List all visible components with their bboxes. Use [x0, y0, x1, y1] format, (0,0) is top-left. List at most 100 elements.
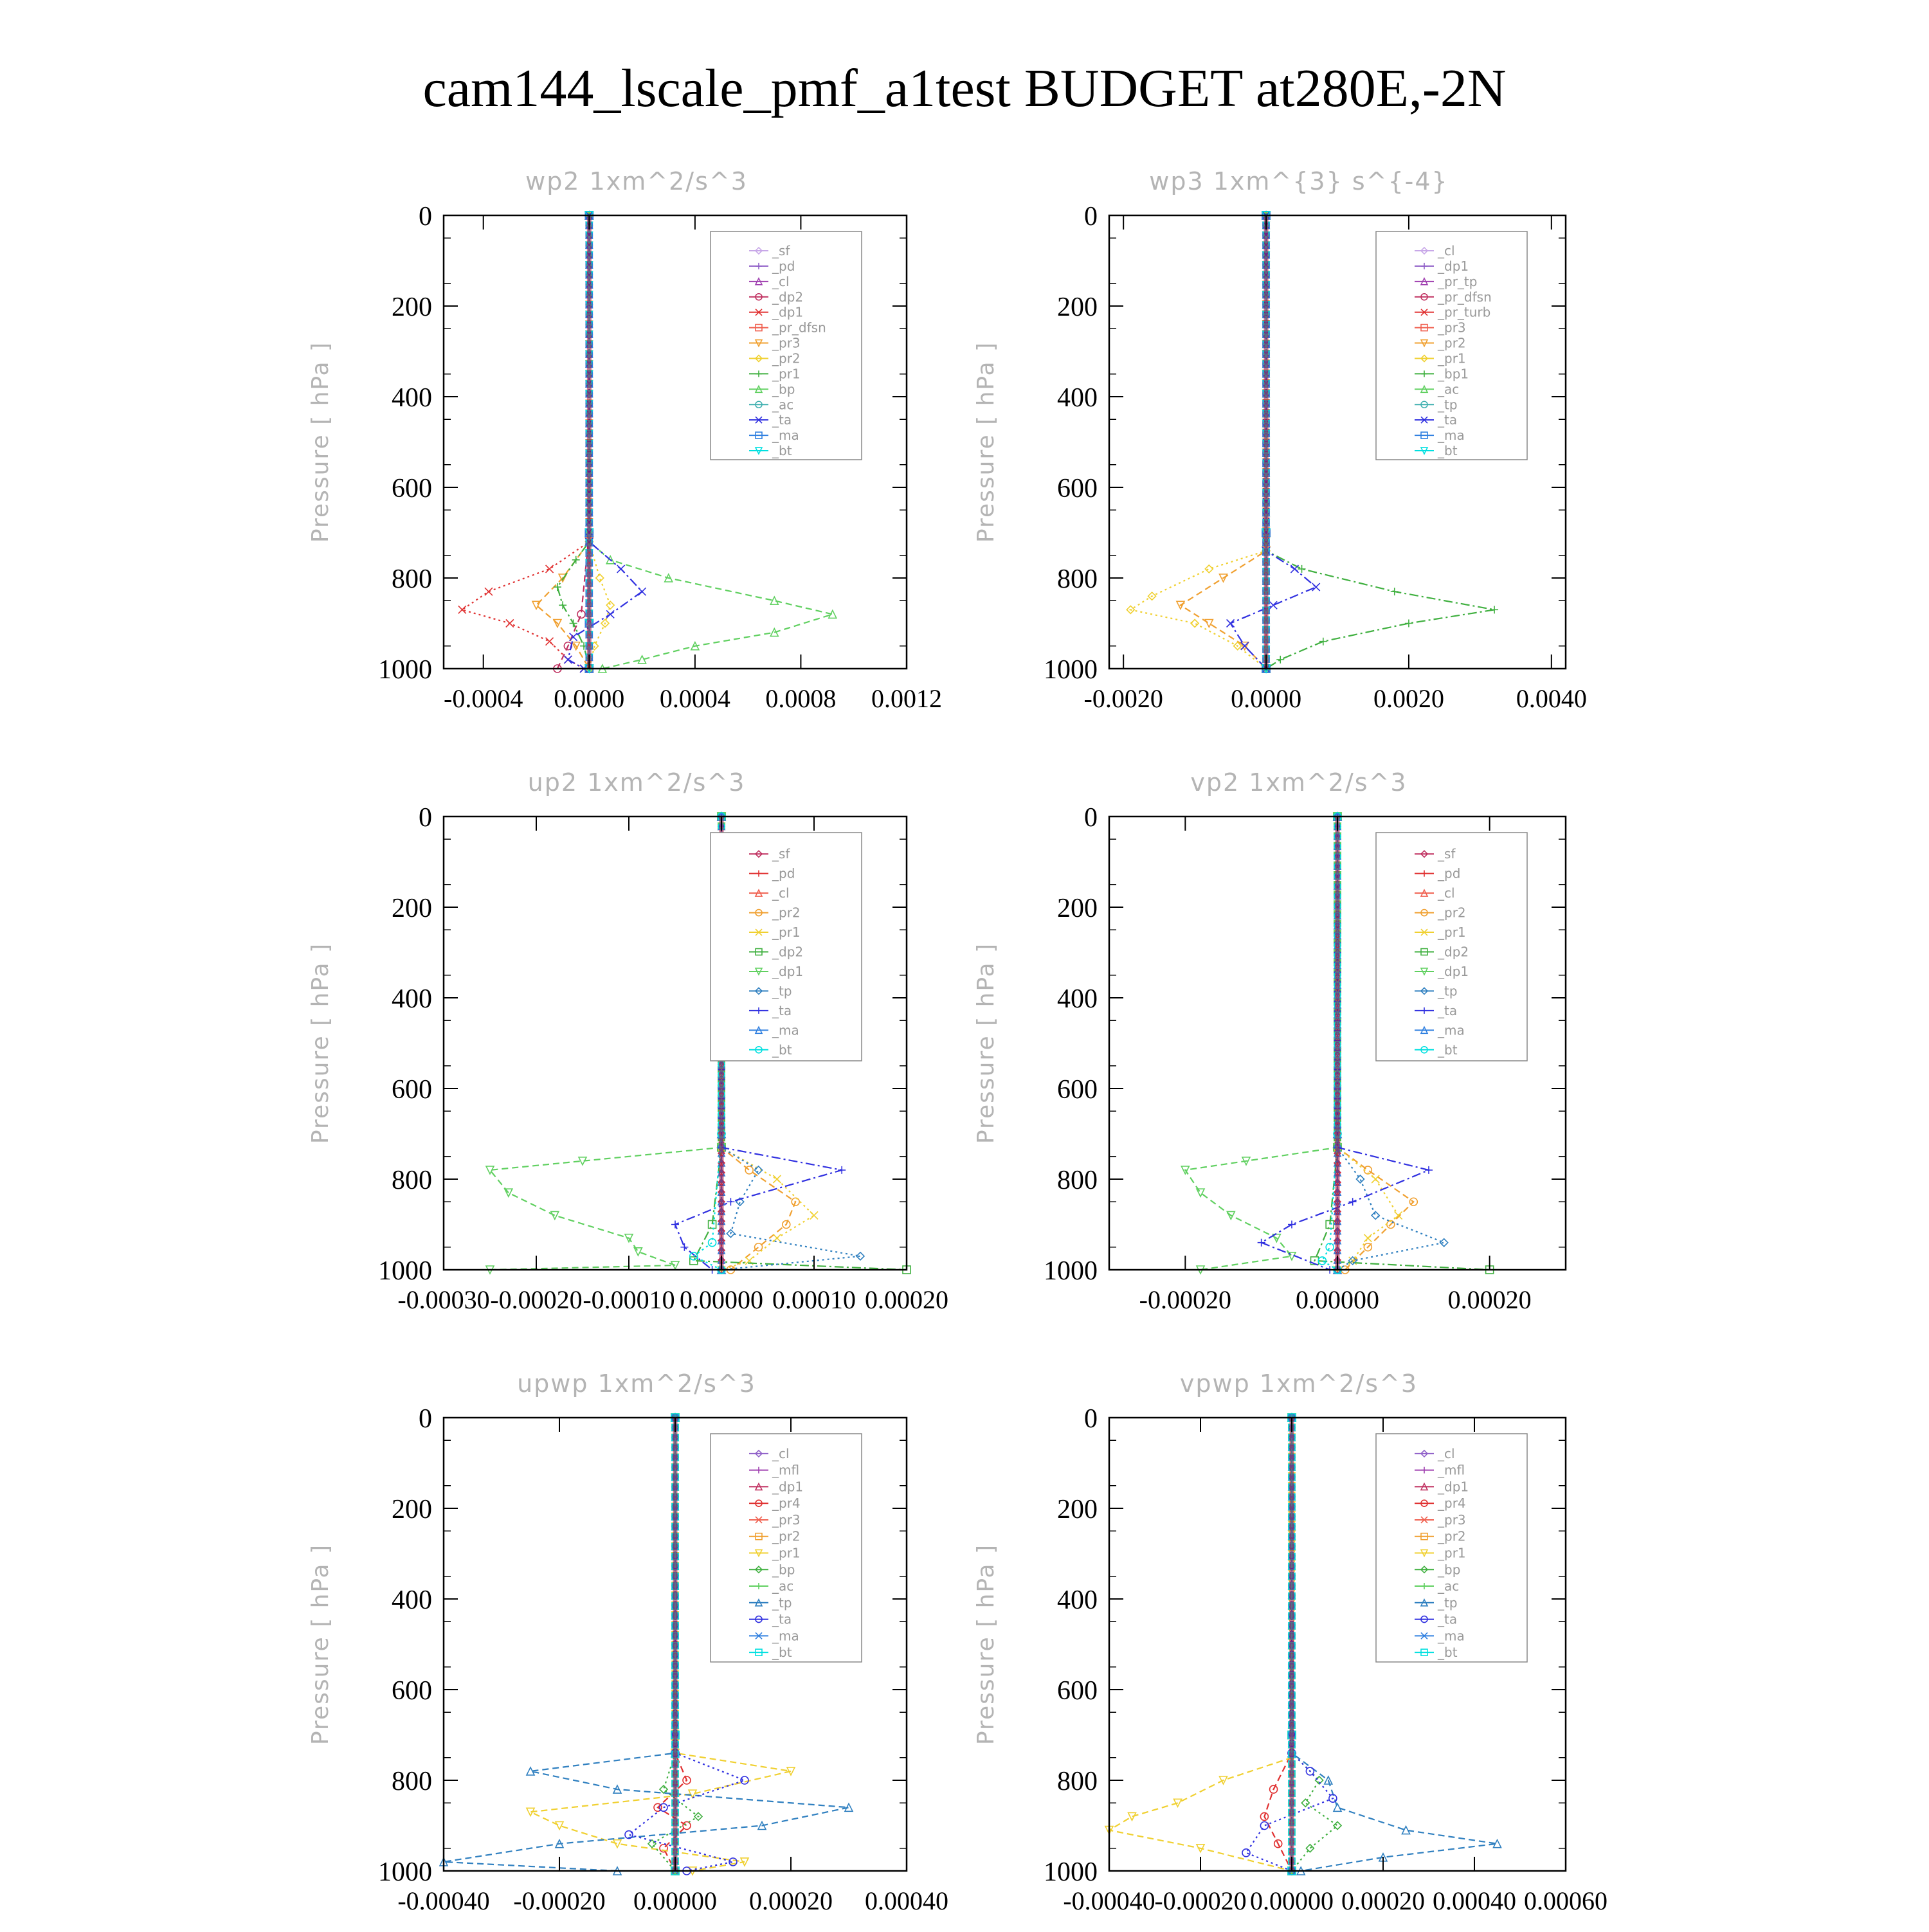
data-point — [1305, 1843, 1315, 1853]
data-point — [525, 1807, 536, 1818]
panel-subtitle: wp2 1xm^2/s^3 — [525, 167, 748, 195]
legend-entry: _cl — [1437, 885, 1455, 901]
plot-frame — [442, 815, 908, 1271]
legend-swatch-marker — [1420, 908, 1428, 917]
y-axis-label: Pressure [ hPa ] — [307, 943, 334, 1144]
legend-swatch-marker — [755, 401, 763, 409]
data-point — [559, 601, 567, 609]
data-point — [1240, 642, 1249, 651]
data-point — [1218, 1776, 1228, 1785]
x-tick-label: -0.0004 — [444, 684, 523, 713]
legend-entry: _ma — [772, 1022, 799, 1038]
data-point — [606, 609, 615, 618]
data-point — [577, 1157, 588, 1166]
data-point — [485, 1166, 495, 1175]
data-point — [600, 618, 610, 628]
legend-swatch-marker — [1420, 1632, 1428, 1639]
x-tick-label: -0.0020 — [1084, 684, 1163, 713]
legend-swatch-marker — [1420, 1025, 1429, 1034]
data-point — [1318, 1256, 1327, 1265]
x-tick-label: 0.0012 — [871, 684, 942, 713]
x-tick-label: 0.0020 — [1373, 684, 1444, 713]
x-tick-label: 0.0004 — [660, 684, 730, 713]
y-tick-label: 200 — [392, 293, 432, 322]
data-point — [637, 655, 647, 664]
legend: _sf_pd_cl_dp2_dp1_pr_dfsn_pr3_pr2_pr1_bp… — [710, 231, 862, 460]
legend-swatch-marker — [754, 1025, 763, 1034]
legend-entry: _pd — [772, 866, 795, 881]
legend-swatch-marker — [1420, 1648, 1428, 1656]
legend-entry: _tp — [1437, 1595, 1458, 1611]
data-point — [1195, 1188, 1206, 1198]
legend-swatch-marker — [756, 870, 762, 877]
legend-swatch-marker — [755, 928, 763, 936]
y-tick-label: 400 — [1057, 383, 1098, 413]
legend-swatch-marker — [1421, 1007, 1427, 1014]
data-point — [690, 640, 700, 651]
data-point — [1226, 1211, 1236, 1221]
data-point — [1409, 1197, 1418, 1207]
x-tick-label: -0.00020 — [513, 1886, 605, 1915]
legend-swatch-marker — [1420, 384, 1429, 393]
legend-entry: _dp2 — [1437, 944, 1469, 960]
legend-entry: _ac — [772, 1578, 793, 1594]
legend-swatch-marker — [1420, 401, 1428, 409]
legend-swatch-marker — [1420, 1499, 1428, 1507]
legend-entry: _bp — [1437, 1562, 1460, 1577]
data-point — [1319, 637, 1327, 646]
legend-swatch-marker — [756, 1467, 762, 1474]
series-line-pr1 — [1128, 215, 1267, 669]
series-line-tp — [1291, 1418, 1498, 1872]
panel-subtitle: wp3 1xm^{3} s^{-4} — [1149, 167, 1448, 195]
legend-swatch-marker — [1420, 1598, 1429, 1607]
data-point — [1401, 1825, 1411, 1835]
legend-entry: _dp1 — [1437, 964, 1469, 979]
legend-box — [1375, 231, 1528, 460]
y-tick-label: 200 — [1057, 894, 1098, 923]
data-point — [689, 1252, 698, 1261]
legend-entry: _pd — [1437, 866, 1460, 881]
y-tick-label: 1000 — [1044, 655, 1098, 685]
legend-swatch-marker — [755, 323, 763, 332]
series-line-bp1 — [1265, 215, 1495, 669]
legend-swatch-marker — [1420, 1045, 1428, 1054]
legend-entry: _ma — [1437, 428, 1465, 443]
legend-entry: _cl — [772, 274, 790, 289]
legend-entry: _pr4 — [772, 1495, 801, 1511]
legend-entry: _pr2 — [772, 1529, 801, 1544]
data-point — [595, 573, 604, 583]
legend-swatch-marker — [755, 908, 763, 917]
y-tick-label: 800 — [392, 1767, 432, 1796]
legend-entry: _ac — [1437, 1578, 1459, 1594]
legend-entry: _pr2 — [1437, 1529, 1466, 1544]
panel-subtitle: vp2 1xm^2/s^3 — [1190, 768, 1407, 797]
legend-entry: _cl — [1437, 1446, 1455, 1461]
legend-swatch-marker — [755, 1499, 763, 1507]
data-point — [1240, 641, 1250, 651]
data-point — [563, 655, 572, 664]
y-tick-label: 800 — [1057, 1166, 1098, 1195]
data-point — [682, 1821, 691, 1830]
legend-swatch-marker — [1420, 323, 1428, 332]
legend-box — [1375, 832, 1528, 1061]
data-point — [1290, 564, 1300, 573]
legend-entry: _pr1 — [772, 366, 801, 381]
legend-entry: _pr1 — [772, 925, 801, 940]
legend-entry: _ta — [1437, 1612, 1457, 1627]
y-tick-label: 1000 — [378, 655, 432, 685]
legend-entry: _dp1 — [1437, 258, 1469, 274]
series-line-bp — [588, 215, 835, 670]
data-point — [1371, 1211, 1381, 1220]
legend-swatch-marker — [755, 1532, 763, 1540]
data-point — [1323, 1775, 1334, 1785]
legend: _sf _pd _cl _pr2 _pr1 _dp2 _dp1 _tp _ta _ma _bt — [1375, 832, 1528, 1061]
legend-entry: _bp1 — [1437, 366, 1469, 381]
legend-entry: _ac — [1437, 381, 1459, 397]
data-point — [1298, 564, 1306, 573]
data-point — [1269, 600, 1278, 609]
data-point — [1348, 1198, 1357, 1206]
data-point — [1218, 573, 1228, 583]
data-point — [503, 1188, 514, 1198]
legend-swatch-marker — [754, 1449, 763, 1458]
legend-entry: _tp — [1437, 983, 1458, 998]
